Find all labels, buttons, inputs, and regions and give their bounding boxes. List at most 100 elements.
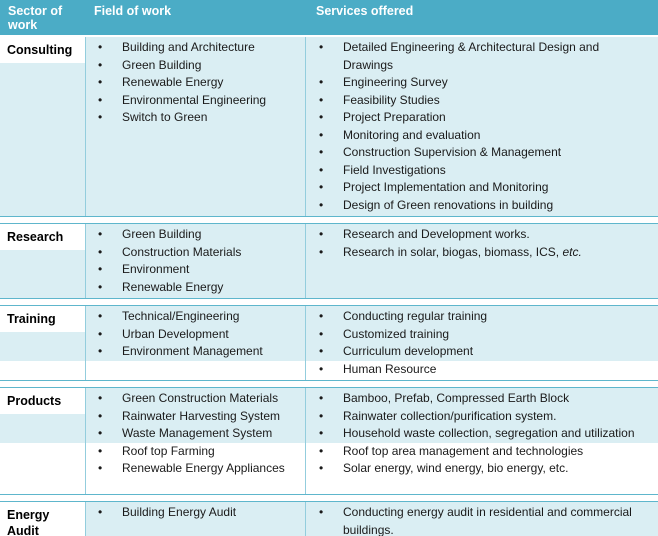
sector-label: Consulting [0,37,85,63]
table-header-row: Sector of work Field of work Services of… [0,0,658,37]
bullet-icon: • [319,227,324,241]
list-item: • Building Energy Audit [96,504,301,522]
list-item: • Feasibility Studies [317,92,652,110]
list-item-text: Technical/Engineering [122,309,240,323]
list-item: • Solar energy, wind energy, bio energy, … [317,460,652,478]
bullet-icon: • [98,391,103,405]
list-item-text: Detailed Engineering & Architectural Des… [343,40,600,72]
list-item-text: Building and Architecture [122,40,255,54]
list-item-text: Customized training [343,326,450,341]
list-item: • Curriculum development [317,343,652,361]
bullet-icon: • [98,443,103,458]
list-item: • Roof top area management and technologi… [317,443,652,461]
list-item: • Environment [96,261,301,279]
list-item-text: Rainwater Harvesting System [122,408,281,423]
field-of-work-cell: • Building Energy Audit [85,502,305,536]
list-item-text: Project Preparation [343,110,446,124]
list-item-text: Field Investigations [343,162,446,177]
services-offered-cell: • Conducting energy audit in residential … [305,502,658,536]
bullet-icon: • [319,197,324,212]
list-item: • Urban Development [96,326,301,344]
bullet-icon: • [319,505,324,519]
bullet-icon: • [319,75,324,89]
list-item-text: Green Construction Materials [122,391,279,405]
list-item: • Project Implementation and Monitoring [317,179,652,197]
bullet-icon: • [319,309,324,323]
field-of-work-cell: • Building and Architecture • Green Buildin… [85,37,305,216]
list-item-text: Environmental Engineering [122,92,267,107]
list-item-text: Bamboo, Prefab, Compressed Earth Block [343,391,570,405]
list-item: • Conducting regular training [317,308,652,326]
bullet-icon: • [319,244,324,259]
list-item: • Green Construction Materials [96,390,301,408]
bullet-icon: • [98,262,103,276]
bullet-icon: • [319,344,324,358]
list-item-text: Research and Development works. [343,227,530,241]
table-body: Consulting • Building and Architecture • Gre… [0,37,658,536]
services-offered-cell: • Research and Development works. • Researc… [305,224,658,298]
services-offered-cell: • Detailed Engineering & Architectural De… [305,37,658,216]
list-item: • Environmental Engineering [96,92,301,110]
list-item-text: Renewable Energy Appliances [122,461,285,475]
list-item: • Engineering Survey [317,74,652,92]
bullet-icon: • [98,244,103,259]
services-offered-cell: • Conducting regular training • Customized … [305,306,658,380]
list-item: • Environment Management [96,343,301,361]
list-item: • Rainwater Harvesting System [96,408,301,426]
section-separator [0,298,658,306]
table-row-training: Training • Technical/Engineering • Urban Dev… [0,306,658,380]
list-item: • Switch to Green [96,109,301,127]
list-item-text: Solar energy, wind energy, bio energy, e… [343,461,569,475]
bullet-icon: • [319,40,324,54]
list-item-text: Construction Supervision & Management [343,145,562,159]
list-item-text: Environment Management [122,344,263,358]
list-item-text: Household waste collection, segregation … [343,426,635,440]
list-item-text: Building Energy Audit [122,505,237,519]
list-item-text: Research in solar, biogas, biomass, ICS,… [343,244,652,262]
list-item-text: Waste Management System [122,426,273,440]
bullet-icon: • [319,461,324,475]
bullet-icon: • [98,408,103,423]
bullet-icon: • [319,408,324,423]
field-of-work-cell: • Technical/Engineering • Urban Development… [85,306,305,380]
list-item: • Bamboo, Prefab, Compressed Earth Block [317,390,652,408]
field-of-work-cell: • Green Construction Materials • Rainwater … [85,388,305,494]
bullet-icon: • [98,309,103,323]
field-of-work-cell: • Green Building • Construction Materials • E… [85,224,305,298]
list-item: • Project Preparation [317,109,652,127]
list-item-text: Conducting energy audit in residential a… [343,505,632,536]
list-item: • Building and Architecture [96,39,301,57]
list-item-text: Switch to Green [122,110,208,124]
section-separator [0,494,658,502]
list-item-text: Engineering Survey [343,75,448,89]
list-item: • Detailed Engineering & Architectural De… [317,39,652,74]
bullet-icon: • [319,180,324,194]
list-item: • Construction Supervision & Management [317,144,652,162]
list-item: • Technical/Engineering [96,308,301,326]
section-separator [0,380,658,388]
list-item-text: Roof top area management and technologie… [343,443,584,458]
bullet-icon: • [98,344,103,358]
table-row-research: Research • Green Building • Construction Mat… [0,224,658,298]
bullet-icon: • [319,443,324,458]
table-row-energy-audit: Energy Audit • Building Energy Audit • Condu… [0,502,658,536]
table-row-consulting: Consulting • Building and Architecture • Gre… [0,37,658,216]
bullet-icon: • [319,110,324,124]
list-item: • Design of Green renovations in building [317,197,652,215]
bullet-icon: • [98,92,103,107]
bullet-icon: • [319,326,324,341]
bullet-icon: • [98,505,103,519]
list-item-text: Project Implementation and Monitoring [343,180,549,194]
list-item: • Monitoring and evaluation [317,127,652,145]
bullet-icon: • [98,57,103,72]
list-item: • Waste Management System [96,425,301,443]
list-item-text: Green Building [122,57,202,72]
sector-cell-energy-audit: Energy Audit [0,502,85,536]
list-item-text: Environment [122,262,190,276]
list-item: • Renewable Energy [96,279,301,297]
bullet-icon: • [98,40,103,54]
bullet-icon: • [319,92,324,107]
list-item-text: Curriculum development [343,344,474,358]
list-item: • Green Building [96,226,301,244]
